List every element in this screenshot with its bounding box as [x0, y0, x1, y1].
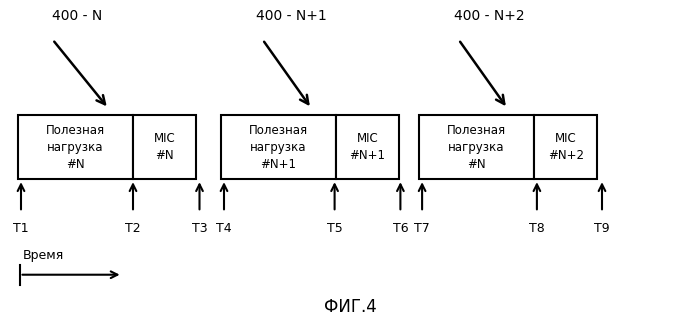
- Text: T5: T5: [327, 222, 342, 235]
- Bar: [534, 115, 597, 179]
- Text: 400 - N+1: 400 - N+1: [256, 9, 326, 23]
- Text: MIC
#N+2: MIC #N+2: [547, 132, 584, 162]
- Bar: [18, 115, 133, 179]
- Bar: [133, 115, 196, 179]
- Text: 400 - N+2: 400 - N+2: [454, 9, 524, 23]
- Text: T8: T8: [529, 222, 545, 235]
- Text: Полезная
нагрузка
#N: Полезная нагрузка #N: [447, 124, 506, 171]
- Text: T7: T7: [414, 222, 430, 235]
- Bar: [220, 115, 336, 179]
- Text: T2: T2: [125, 222, 141, 235]
- Text: ФИГ.4: ФИГ.4: [323, 298, 377, 316]
- Text: T4: T4: [216, 222, 232, 235]
- Text: 400 - N: 400 - N: [52, 9, 103, 23]
- Text: T1: T1: [13, 222, 29, 235]
- Text: T6: T6: [393, 222, 408, 235]
- Bar: [419, 115, 534, 179]
- Text: Время: Время: [23, 248, 64, 262]
- Text: Полезная
нагрузка
#N+1: Полезная нагрузка #N+1: [248, 124, 308, 171]
- Text: Полезная
нагрузка
#N: Полезная нагрузка #N: [46, 124, 105, 171]
- Text: T9: T9: [594, 222, 610, 235]
- Bar: [336, 115, 399, 179]
- Text: MIC
#N+1: MIC #N+1: [349, 132, 386, 162]
- Text: MIC
#N: MIC #N: [153, 132, 176, 162]
- Text: T3: T3: [192, 222, 207, 235]
